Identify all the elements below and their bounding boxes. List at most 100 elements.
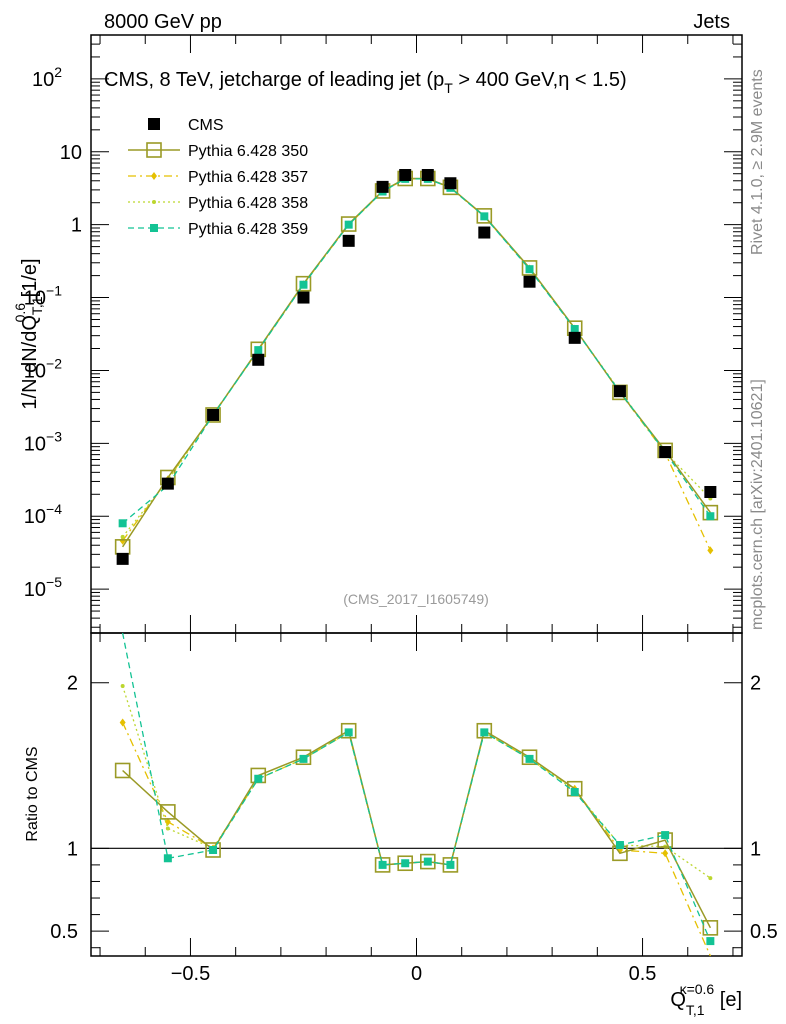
ratio-point-p350 bbox=[702, 920, 719, 936]
point-cms bbox=[523, 275, 536, 288]
x-tick-label: 0 bbox=[411, 963, 422, 985]
point-cms bbox=[704, 485, 717, 498]
point-p359 bbox=[344, 220, 353, 229]
jets-label: Jets bbox=[693, 11, 730, 33]
ratio-point-p358 bbox=[708, 876, 713, 881]
ratio-point-p359 bbox=[423, 857, 432, 866]
ratio-y-tick-label-left: 0.5 bbox=[50, 921, 78, 943]
legend: CMS Pythia 6.428 350 Pythia 6.428 357 Pythi… bbox=[128, 117, 308, 238]
ratio-point-p359 bbox=[209, 845, 218, 854]
point-p359 bbox=[570, 325, 579, 334]
point-p350 bbox=[340, 216, 357, 232]
legend-entry-p357: Pythia 6.428 357 bbox=[128, 169, 308, 186]
legend-marker-cms bbox=[148, 118, 160, 130]
ratio-point-p359 bbox=[254, 774, 263, 783]
ratio-series-p357 bbox=[119, 718, 711, 957]
ratio-point-p357 bbox=[119, 718, 126, 727]
ratio-point-p350 bbox=[340, 722, 357, 739]
point-p358 bbox=[120, 534, 125, 539]
ratio-point-p350 bbox=[521, 749, 538, 766]
legend-entry-p350: Pythia 6.428 350 bbox=[128, 142, 308, 160]
ratio-point-p359 bbox=[525, 754, 534, 763]
point-cms bbox=[613, 385, 626, 398]
x-tick-label: 0.5 bbox=[629, 963, 657, 985]
ratio-y-tick-label-left: 1 bbox=[67, 838, 78, 860]
legend-label-p357: Pythia 6.428 357 bbox=[188, 169, 308, 186]
y-tick-label: 10−1 bbox=[24, 283, 62, 310]
main-panel-series bbox=[114, 169, 719, 565]
legend-marker-p357 bbox=[151, 172, 157, 180]
main-axis-ticks: 10−5 10−4 10−3 10−2 10−1 1 10 102 bbox=[24, 34, 742, 633]
y-tick-label: 1 bbox=[71, 215, 82, 237]
ratio-point-p350 bbox=[295, 749, 312, 766]
point-cms bbox=[376, 180, 389, 193]
ratio-series-p350 bbox=[114, 722, 719, 936]
ratio-y-tick-label-right: 2 bbox=[750, 673, 761, 695]
y-tick-label: 10−3 bbox=[24, 428, 62, 455]
x-tick-label: −0.5 bbox=[171, 963, 210, 985]
legend-entry-cms: CMS bbox=[148, 117, 224, 134]
point-cms bbox=[116, 552, 129, 565]
ratio-line-p359 bbox=[121, 632, 711, 942]
point-p359 bbox=[525, 265, 534, 274]
ratio-point-p350 bbox=[420, 853, 436, 870]
ratio-point-p359 bbox=[378, 860, 387, 869]
x-axis-label: QT,1κ=0.6 [e] bbox=[670, 981, 742, 1018]
ratio-point-p359 bbox=[570, 788, 579, 797]
y-tick-label: 10−5 bbox=[24, 574, 62, 601]
ratio-y-tick-label-left: 2 bbox=[67, 673, 78, 695]
ratio-point-p359 bbox=[401, 859, 410, 868]
ratio-series-p359 bbox=[121, 632, 715, 946]
legend-entry-p359: Pythia 6.428 359 bbox=[128, 221, 308, 238]
ratio-y-tick-label-right: 0.5 bbox=[750, 921, 778, 943]
legend-label-p359: Pythia 6.428 359 bbox=[188, 221, 308, 238]
legend-entry-p358: Pythia 6.428 358 bbox=[128, 195, 308, 212]
legend-marker-p358 bbox=[152, 200, 156, 204]
ratio-point-p359 bbox=[344, 728, 353, 737]
ratio-point-p357 bbox=[164, 817, 171, 826]
analysis-id-watermark: (CMS_2017_I1605749) bbox=[343, 591, 489, 607]
legend-marker-p350 bbox=[146, 142, 162, 158]
rivet-version-label: Rivet 4.1.0, ≥ 2.9M events bbox=[749, 69, 766, 255]
y-tick-label: 10 bbox=[60, 142, 82, 164]
point-p359 bbox=[118, 519, 127, 528]
ratio-line-p357 bbox=[122, 722, 711, 957]
plot-title: CMS, 8 TeV, jetcharge of leading jet (pT… bbox=[104, 69, 627, 96]
point-cms bbox=[161, 477, 174, 490]
legend-label-cms: CMS bbox=[188, 117, 224, 134]
ratio-point-p357 bbox=[662, 849, 669, 858]
y-tick-label: 10−2 bbox=[24, 355, 62, 382]
ratio-axis-ticks: 0.5 0.5 1 1 2 2 −0.5 0 0.5 bbox=[50, 633, 778, 985]
point-p359 bbox=[706, 512, 715, 521]
energy-label: 8000 GeV pp bbox=[104, 11, 222, 33]
series-cms bbox=[116, 169, 717, 565]
ratio-point-p359 bbox=[706, 937, 715, 946]
y-axis-label-main: 1/N dN/dQT,10.6 [1/e] bbox=[12, 258, 45, 409]
point-cms bbox=[444, 177, 457, 190]
point-p359 bbox=[299, 280, 308, 289]
point-cms bbox=[207, 408, 220, 421]
point-p350 bbox=[205, 407, 221, 423]
y-tick-label: 102 bbox=[32, 64, 62, 91]
ratio-point-p350 bbox=[160, 804, 176, 820]
ratio-y-tick-label-right: 1 bbox=[750, 838, 761, 860]
y-axis-label-ratio: Ratio to CMS bbox=[24, 746, 41, 841]
point-p357 bbox=[119, 536, 126, 545]
ratio-point-p350 bbox=[476, 722, 493, 739]
point-cms bbox=[399, 169, 412, 182]
point-cms bbox=[568, 331, 581, 344]
point-cms bbox=[421, 169, 434, 182]
legend-label-p358: Pythia 6.428 358 bbox=[188, 195, 308, 212]
ratio-point-p359 bbox=[480, 728, 489, 737]
ratio-point-p359 bbox=[163, 854, 172, 863]
point-cms bbox=[342, 234, 355, 247]
ratio-point-p358 bbox=[165, 826, 170, 831]
point-p357 bbox=[707, 546, 714, 555]
ratio-point-p359 bbox=[446, 860, 455, 869]
ratio-point-p359 bbox=[615, 841, 624, 850]
point-p350 bbox=[521, 260, 538, 276]
point-p359 bbox=[480, 212, 489, 221]
y-tick-label: 10−4 bbox=[24, 501, 62, 528]
ratio-point-p359 bbox=[299, 754, 308, 763]
point-cms bbox=[297, 291, 310, 304]
